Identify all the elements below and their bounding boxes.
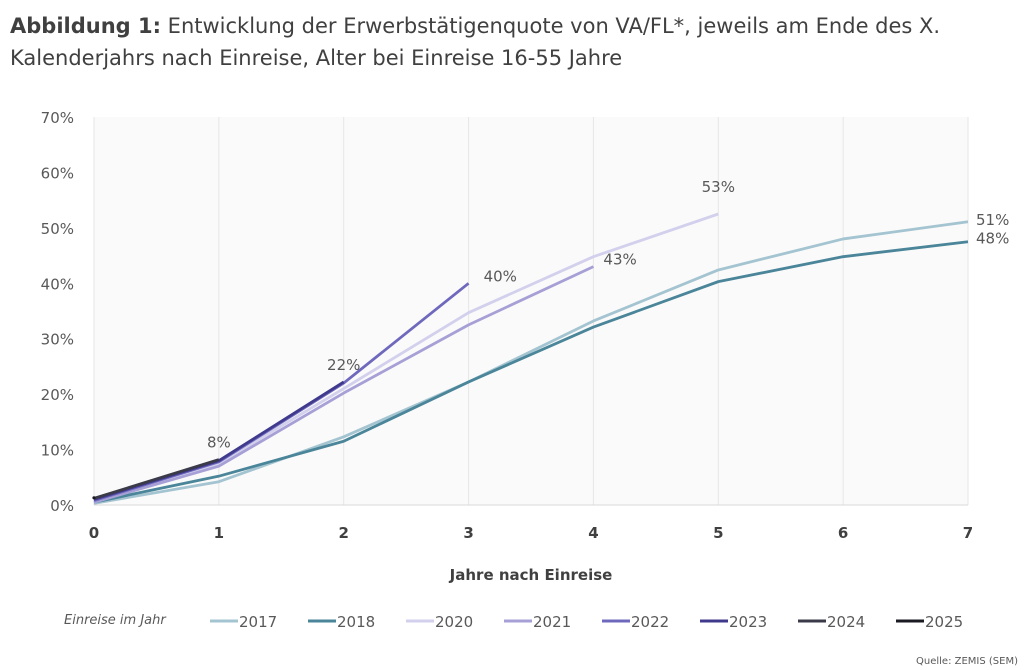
series-point-2025 xyxy=(92,496,96,500)
y-tick-label: 0% xyxy=(50,497,74,515)
y-tick-label: 40% xyxy=(41,275,74,293)
x-tick-label: 6 xyxy=(838,524,848,542)
title-text: Entwicklung der Erwerbstätigenquote von … xyxy=(10,14,941,70)
data-label: 48% xyxy=(976,230,1009,248)
y-tick-label: 30% xyxy=(41,331,74,349)
y-tick-label: 70% xyxy=(41,109,74,127)
data-label: 53% xyxy=(702,178,735,196)
legend-label: 2020 xyxy=(435,613,473,631)
data-label: 40% xyxy=(484,267,517,285)
plot-area xyxy=(94,117,968,505)
data-label: 22% xyxy=(327,356,360,374)
y-tick-label: 60% xyxy=(41,164,74,182)
data-label: 8% xyxy=(207,434,231,452)
series-line-2017 xyxy=(93,220,969,505)
source-note: Quelle: ZEMIS (SEM) xyxy=(916,656,1018,667)
legend-label: 2018 xyxy=(337,613,375,631)
series-line-2024 xyxy=(93,458,220,500)
series-line-2018 xyxy=(93,240,969,504)
legend-label: 2021 xyxy=(533,613,571,631)
x-tick-label: 7 xyxy=(963,524,973,542)
legend-label: 2025 xyxy=(925,613,963,631)
data-label: 43% xyxy=(603,251,636,269)
data-label: 51% xyxy=(976,211,1009,229)
legend-label: 2017 xyxy=(239,613,277,631)
y-tick-label: 20% xyxy=(41,386,74,404)
x-axis-title: Jahre nach Einreise xyxy=(449,566,613,584)
legend-label: 2024 xyxy=(827,613,865,631)
y-tick-label: 10% xyxy=(41,442,74,460)
y-tick-label: 50% xyxy=(41,220,74,238)
x-tick-label: 4 xyxy=(588,524,598,542)
x-tick-label: 1 xyxy=(214,524,224,542)
legend-label: 2023 xyxy=(729,613,767,631)
chart-title: Abbildung 1: Entwicklung der Erwerbstäti… xyxy=(10,10,1010,74)
x-tick-label: 5 xyxy=(713,524,723,542)
series-line-2020 xyxy=(93,212,719,504)
legend-label: 2022 xyxy=(631,613,669,631)
x-tick-label: 2 xyxy=(338,524,348,542)
series-line-2021 xyxy=(93,265,595,504)
x-tick-label: 3 xyxy=(463,524,473,542)
title-prefix: Abbildung 1: xyxy=(10,14,161,38)
x-tick-label: 0 xyxy=(89,524,99,542)
legend-title: Einreise im Jahr xyxy=(64,613,167,628)
